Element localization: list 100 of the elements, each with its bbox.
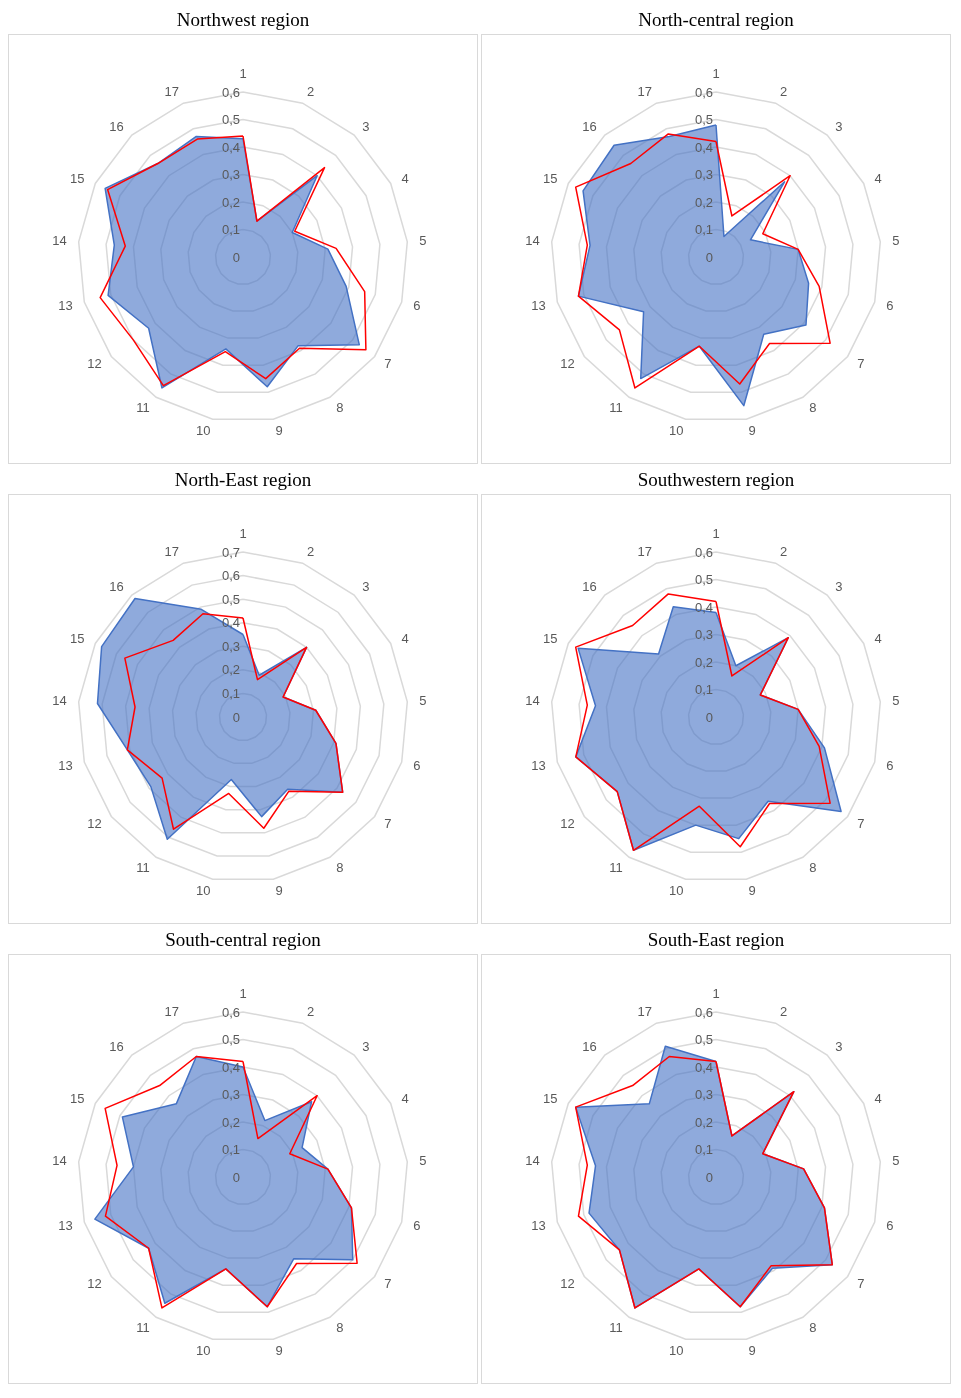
spoke-label: 13 xyxy=(58,297,73,313)
spoke-label: 10 xyxy=(196,423,211,439)
y-tick-label: 0 xyxy=(232,249,240,265)
spoke-label: 1 xyxy=(239,526,247,541)
spoke-label: 9 xyxy=(275,423,283,439)
y-tick-label: 0,2 xyxy=(694,1114,713,1130)
spoke-label: 8 xyxy=(336,1319,344,1335)
y-tick-label: 0 xyxy=(232,709,240,725)
y-tick-label: 0,6 xyxy=(221,84,240,100)
spoke-label: 2 xyxy=(306,1004,315,1020)
spoke-label: 4 xyxy=(874,630,882,646)
y-tick-label: 0,6 xyxy=(694,84,713,100)
spoke-label: 17 xyxy=(164,1004,180,1020)
y-tick-label: 0,1 xyxy=(694,1142,713,1157)
chart-title: North-East region xyxy=(173,468,313,492)
chart-title: Southwestern region xyxy=(636,468,796,492)
spoke-label: 1 xyxy=(239,66,247,81)
y-tick-label: 0,5 xyxy=(221,591,240,607)
y-tick-label: 0,3 xyxy=(221,638,240,654)
spoke-label: 3 xyxy=(835,1038,843,1054)
y-tick-label: 0,7 xyxy=(221,544,240,560)
spoke-label: 15 xyxy=(70,1090,85,1106)
spoke-label: 3 xyxy=(362,1038,370,1054)
spoke-label: 2 xyxy=(306,544,315,560)
chart-title: South-East region xyxy=(646,928,786,952)
y-tick-label: 0,1 xyxy=(221,685,240,701)
spoke-label: 10 xyxy=(196,1343,211,1359)
y-tick-label: 0,3 xyxy=(694,167,713,182)
spoke-label: 6 xyxy=(413,297,421,313)
y-tick-label: 0,5 xyxy=(694,1032,713,1047)
spoke-label: 4 xyxy=(401,630,409,646)
spoke-label: 5 xyxy=(892,693,900,709)
spoke-label: 6 xyxy=(413,1217,421,1233)
spoke-label: 17 xyxy=(637,84,653,100)
spoke-label: 4 xyxy=(874,1090,882,1106)
spoke-label: 9 xyxy=(275,883,283,899)
y-tick-label: 0,2 xyxy=(221,1114,240,1130)
spoke-label: 12 xyxy=(87,816,102,832)
spoke-label: 14 xyxy=(52,1153,67,1169)
spoke-label: 16 xyxy=(582,118,597,134)
y-tick-label: 0,3 xyxy=(694,1087,713,1102)
spoke-label: 12 xyxy=(87,356,102,372)
spoke-label: 13 xyxy=(531,757,546,773)
spoke-label: 2 xyxy=(779,544,788,560)
spoke-label: 16 xyxy=(109,578,124,594)
spoke-label: 11 xyxy=(609,399,623,415)
spoke-label: 12 xyxy=(560,356,575,372)
spoke-label: 9 xyxy=(748,423,756,439)
spoke-label: 3 xyxy=(362,578,370,594)
spoke-label: 5 xyxy=(892,233,900,249)
y-tick-label: 0,4 xyxy=(221,139,240,155)
spoke-label: 15 xyxy=(543,1090,558,1106)
y-tick-label: 0,1 xyxy=(221,222,240,237)
y-tick-label: 0,5 xyxy=(221,112,240,127)
spoke-label: 2 xyxy=(779,1004,788,1020)
spoke-label: 17 xyxy=(164,544,180,560)
spoke-label: 1 xyxy=(712,986,720,1001)
chart-title: South-central region xyxy=(164,928,322,952)
spoke-label: 5 xyxy=(892,1153,900,1169)
spoke-label: 6 xyxy=(413,757,421,773)
spoke-label: 3 xyxy=(362,118,370,134)
spoke-label: 16 xyxy=(109,1038,124,1054)
spoke-label: 9 xyxy=(748,1343,756,1359)
y-tick-label: 0,3 xyxy=(221,167,240,182)
y-tick-label: 0,5 xyxy=(221,1032,240,1047)
spoke-label: 16 xyxy=(582,1038,597,1054)
y-tick-label: 0,4 xyxy=(694,1059,713,1075)
spoke-label: 8 xyxy=(336,859,344,875)
spoke-label: 6 xyxy=(886,297,894,313)
spoke-label: 10 xyxy=(196,883,211,899)
spoke-label: 17 xyxy=(637,544,653,560)
spoke-label: 13 xyxy=(531,1217,546,1233)
y-tick-label: 0,2 xyxy=(221,194,240,210)
y-tick-label: 0,1 xyxy=(221,1142,240,1157)
spoke-label: 6 xyxy=(886,1217,894,1233)
spoke-label: 13 xyxy=(531,297,546,313)
spoke-label: 9 xyxy=(275,1343,283,1359)
y-tick-label: 0,4 xyxy=(694,139,713,155)
spoke-label: 17 xyxy=(637,1004,653,1020)
spoke-label: 10 xyxy=(669,1343,684,1359)
spoke-label: 15 xyxy=(70,630,85,646)
spoke-label: 1 xyxy=(712,66,720,81)
spoke-label: 5 xyxy=(419,233,427,249)
y-tick-label: 0 xyxy=(232,1169,240,1185)
spoke-label: 7 xyxy=(384,1276,392,1292)
y-tick-label: 0,6 xyxy=(221,1004,240,1020)
spoke-label: 1 xyxy=(712,526,720,541)
spoke-label: 1 xyxy=(239,986,247,1001)
y-tick-label: 0,2 xyxy=(221,662,240,678)
y-tick-label: 0,1 xyxy=(694,682,713,697)
spoke-label: 8 xyxy=(809,1319,817,1335)
y-tick-label: 0,6 xyxy=(694,544,713,560)
spoke-label: 14 xyxy=(525,1153,540,1169)
spoke-label: 14 xyxy=(525,693,540,709)
y-tick-label: 0,1 xyxy=(694,222,713,237)
spoke-label: 14 xyxy=(52,693,67,709)
spoke-label: 15 xyxy=(70,170,85,186)
spoke-label: 13 xyxy=(58,1217,73,1233)
y-tick-label: 0,5 xyxy=(694,112,713,127)
y-tick-label: 0 xyxy=(705,249,713,265)
